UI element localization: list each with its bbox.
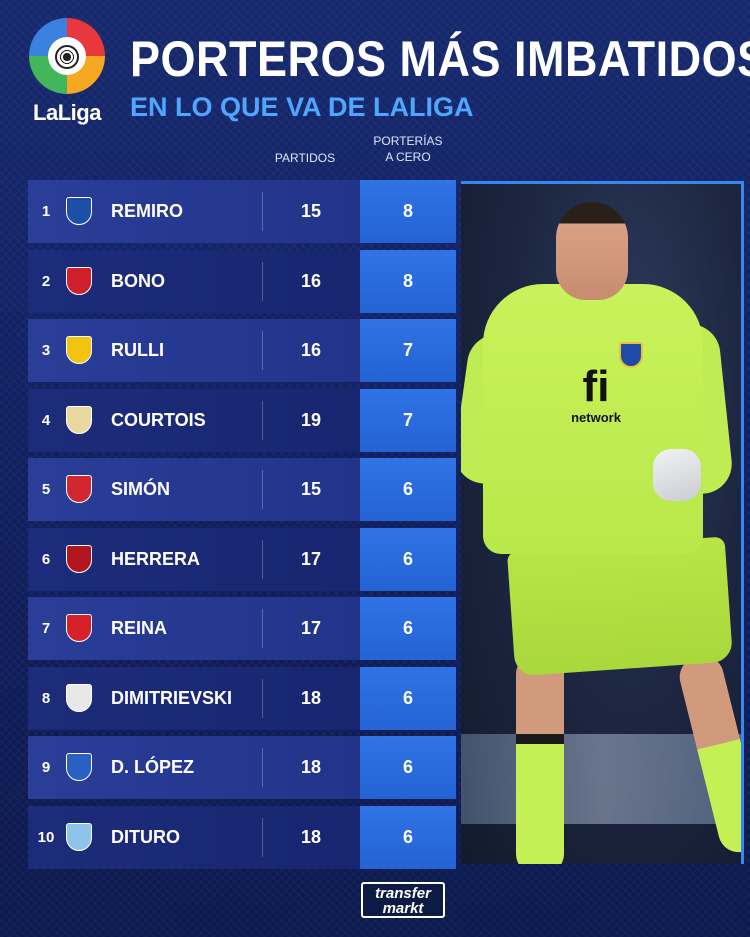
porterias-value: 6 <box>360 597 456 660</box>
porterias-value: 7 <box>360 319 456 382</box>
row-rank: 10 <box>37 829 55 846</box>
column-header-porterias-line1: PORTERÍAS <box>373 134 443 148</box>
partidos-value: 16 <box>300 271 322 291</box>
celta-crest-icon <box>66 823 92 851</box>
row-separator <box>262 748 263 787</box>
laliga-logo: LaLiga <box>26 18 108 128</box>
porterias-value: 6 <box>360 667 456 730</box>
player-name: REMIRO <box>111 201 183 221</box>
table-row: 5 SIMÓN 15 6 <box>28 458 456 521</box>
row-rank: 9 <box>41 759 51 776</box>
villarreal-crest-icon <box>66 336 92 364</box>
row-rank: 7 <box>41 620 51 637</box>
transfermarkt-logo-line2: markt <box>382 900 424 917</box>
porterias-value: 6 <box>360 458 456 521</box>
row-separator <box>262 401 263 440</box>
player-name: BONO <box>111 271 165 291</box>
real-sociedad-crest-icon <box>66 197 92 225</box>
row-rank: 1 <box>41 203 51 220</box>
real-sociedad-badge-icon <box>619 342 643 368</box>
row-separator <box>262 192 263 231</box>
real-madrid-crest-icon <box>66 406 92 434</box>
player-name: DITURO <box>111 827 180 847</box>
porterias-value: 7 <box>360 389 456 452</box>
row-separator <box>262 609 263 648</box>
table-row: 8 DIMITRIEVSKI 18 6 <box>28 667 456 730</box>
row-separator <box>262 679 263 718</box>
osasuna-crest-icon <box>66 545 92 573</box>
row-separator <box>262 262 263 301</box>
porterias-value: 8 <box>360 180 456 243</box>
photo-head <box>556 202 628 300</box>
photo-shirt <box>483 284 703 554</box>
row-rank: 3 <box>41 342 51 359</box>
partidos-value: 17 <box>300 618 322 638</box>
table-row: 3 RULLI 16 7 <box>28 319 456 382</box>
row-separator <box>262 540 263 579</box>
table-row: 6 HERRERA 17 6 <box>28 528 456 591</box>
ball-icon <box>55 45 79 69</box>
sevilla-crest-icon <box>66 267 92 295</box>
table-row: 1 REMIRO 15 8 <box>28 180 456 243</box>
partidos-value: 15 <box>300 479 322 499</box>
player-name: DIMITRIEVSKI <box>111 688 233 708</box>
porterias-value: 6 <box>360 528 456 591</box>
rayo-vallecano-crest-icon <box>66 684 92 712</box>
transfermarkt-logo-line1: transfer <box>375 885 431 902</box>
transfermarkt-logo: transfer markt <box>361 882 445 918</box>
row-separator <box>262 331 263 370</box>
partidos-value: 15 <box>300 201 322 221</box>
photo-background-board <box>461 734 741 824</box>
player-name: D. LÓPEZ <box>111 757 195 777</box>
table-row: 10 DITURO 18 6 <box>28 806 456 869</box>
laliga-logo-text: LaLiga <box>33 100 101 125</box>
row-separator <box>262 470 263 509</box>
goalkeeper-photo: fi network <box>461 181 744 864</box>
photo-shorts <box>506 536 734 677</box>
photo-glove <box>653 449 701 501</box>
row-rank: 2 <box>41 273 51 290</box>
player-name: REINA <box>111 618 168 638</box>
row-rank: 8 <box>41 690 51 707</box>
partidos-value: 16 <box>300 340 322 360</box>
page-title: PORTEROS MÁS IMBATIDOS <box>130 30 750 88</box>
porterias-value: 6 <box>360 806 456 869</box>
partidos-value: 19 <box>300 410 322 430</box>
table-row: 2 BONO 16 8 <box>28 250 456 313</box>
column-header-partidos: PARTIDOS <box>274 151 336 165</box>
partidos-value: 18 <box>300 688 322 708</box>
sponsor-name: network <box>571 410 621 425</box>
porterias-value: 8 <box>360 250 456 313</box>
row-rank: 5 <box>41 481 51 498</box>
table-row: 9 D. LÓPEZ 18 6 <box>28 736 456 799</box>
player-name: RULLI <box>111 340 164 360</box>
mallorca-crest-icon <box>66 614 92 642</box>
player-name: HERRERA <box>111 549 201 569</box>
sponsor-logo: fi <box>582 362 610 411</box>
espanyol-crest-icon <box>66 753 92 781</box>
page-subtitle: EN LO QUE VA DE LALIGA <box>130 92 474 122</box>
row-rank: 6 <box>41 551 51 568</box>
table-row: 4 COURTOIS 19 7 <box>28 389 456 452</box>
column-header-porterias-line2: A CERO <box>385 150 431 164</box>
column-header-porterias: PORTERÍAS A CERO <box>360 133 456 165</box>
porterias-value: 6 <box>360 736 456 799</box>
shirt-sponsor: fi network <box>541 362 651 426</box>
row-separator <box>262 818 263 857</box>
player-name: SIMÓN <box>111 479 171 499</box>
photo-leg-left <box>516 654 564 864</box>
table-row: 7 REINA 17 6 <box>28 597 456 660</box>
partidos-value: 17 <box>300 549 322 569</box>
athletic-crest-icon <box>66 475 92 503</box>
photo-sock-stripe <box>516 734 564 744</box>
partidos-value: 18 <box>300 757 322 777</box>
partidos-value: 18 <box>300 827 322 847</box>
row-rank: 4 <box>41 412 51 429</box>
player-name: COURTOIS <box>111 410 206 430</box>
